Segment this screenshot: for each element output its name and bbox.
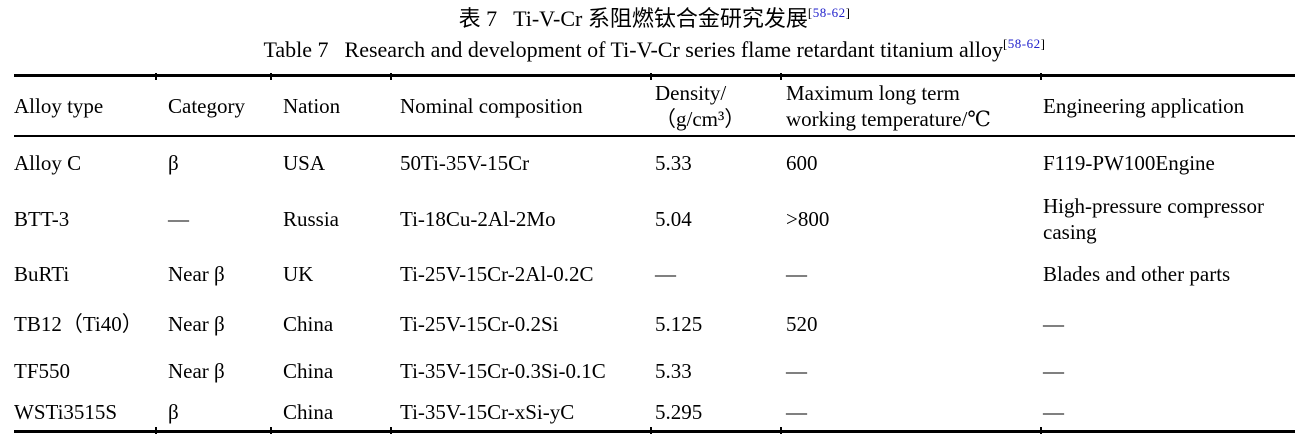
table-row: TB12（Ti40） Near β China Ti-25V-15Cr-0.2S… [14,300,1295,348]
cell-nation: China [283,358,334,383]
column-tick [155,427,157,434]
column-header-density: Density/ （g/cm³） [650,76,780,136]
column-header-alloy-type: Alloy type [14,93,104,118]
column-tick [1040,73,1042,80]
cell-alloy-type: BTT-3 [14,206,70,231]
ref-bracket-open: [ [1002,36,1008,51]
cell-category: β [168,151,179,175]
column-header-density-line1: Density/ [655,80,727,105]
column-tick [780,427,782,434]
cell-nation: USA [283,151,326,175]
cell-max-temperature: 600 [786,151,818,175]
cell-application: F119-PW100Engine [1043,151,1215,175]
citation-reference: [58-62] [808,5,851,20]
cell-alloy-type: BuRTi [14,261,70,286]
table-row: BuRTi Near β UK Ti-25V-15Cr-2Al-0.2C — —… [14,248,1295,300]
cell-density: — [655,261,676,286]
caption-chinese: 表 7 Ti-V-Cr 系阻燃钛合金研究发展[58-62] [0,3,1309,34]
column-header-temp-line1: Maximum long term [786,80,960,105]
cell-category: Near β [168,358,225,383]
column-header-nominal-composition: Nominal composition [400,93,583,118]
ref-bracket-close: ] [845,5,851,20]
caption-english: Table 7 Research and development of Ti-V-… [0,34,1309,65]
column-header-density-line2: （g/cm³） [655,106,746,131]
cell-composition: Ti-25V-15Cr-2Al-0.2C [400,261,594,286]
table-captions: 表 7 Ti-V-Cr 系阻燃钛合金研究发展[58-62] Table 7 Rese… [0,0,1309,65]
ref-numbers: 58-62 [1007,36,1041,51]
cell-application: — [1043,399,1064,424]
cell-application: — [1043,358,1064,383]
header-row: Alloy type Category Nation Nominal compo… [14,76,1295,136]
cell-max-temperature: — [786,261,807,286]
column-tick [390,73,392,80]
cell-max-temperature: >800 [786,206,830,231]
caption-english-text: Research and development of Ti-V-Cr seri… [344,37,1003,62]
table-body: Alloy C β USA 50Ti-35V-15Cr 5.33 600 F11… [14,136,1295,432]
cell-max-temperature: 520 [786,311,818,336]
cell-category: Near β [168,261,225,286]
table-container: Alloy type Category Nation Nominal compo… [14,73,1295,434]
cell-alloy-type: WSTi3515S [14,399,118,424]
table-row: Alloy C β USA 50Ti-35V-15Cr 5.33 600 F11… [14,136,1295,190]
column-tick [270,427,272,434]
column-header-temp-line2: working temperature/℃ [786,106,991,131]
caption-chinese-text: Ti-V-Cr 系阻燃钛合金研究发展 [513,6,808,31]
cell-application: — [1043,311,1064,336]
cell-category: Near β [168,311,225,336]
cell-composition: Ti-35V-15Cr-0.3Si-0.1C [400,358,606,383]
cell-nation: Russia [283,206,340,231]
column-tick [780,73,782,80]
cell-composition: Ti-35V-15Cr-xSi-yC [400,399,575,424]
cell-composition: Ti-25V-15Cr-0.2Si [400,311,559,336]
cell-density: 5.04 [655,206,692,231]
cell-category: β [168,399,179,424]
cell-application: High-pressure compressor casing [1043,193,1265,244]
ref-bracket-close: ] [1040,36,1046,51]
column-tick [155,73,157,80]
cell-max-temperature: — [786,358,807,383]
data-table: Alloy type Category Nation Nominal compo… [14,74,1295,433]
table-row: BTT-3 — Russia Ti-18Cu-2Al-2Mo 5.04 >800… [14,190,1295,248]
caption-english-label: Table 7 [263,37,329,62]
cell-max-temperature: — [786,399,807,424]
column-tick [270,73,272,80]
caption-chinese-label: 表 7 [458,6,498,31]
column-tick [1040,427,1042,434]
column-tick [650,73,652,80]
cell-composition: Ti-18Cu-2Al-2Mo [400,206,556,231]
cell-alloy-type: TF550 [14,358,71,383]
cell-density: 5.33 [655,358,692,383]
table-row: WSTi3515S β China Ti-35V-15Cr-xSi-yC 5.2… [14,394,1295,432]
column-header-engineering-application: Engineering application [1043,93,1245,118]
cell-density: 5.295 [655,399,703,424]
cell-density: 5.33 [655,151,692,175]
ref-numbers: 58-62 [812,5,846,20]
table-header: Alloy type Category Nation Nominal compo… [14,76,1295,136]
column-header-max-working-temperature: Maximum long term working temperature/℃ [780,76,1040,136]
cell-nation: China [283,399,334,424]
column-header-nation: Nation [283,93,341,118]
column-header-category: Category [168,93,245,118]
cell-nation: UK [283,261,314,286]
cell-density: 5.125 [655,311,703,336]
citation-reference: [58-62] [1003,36,1046,51]
cell-alloy-type: TB12（Ti40） [14,311,143,336]
column-tick [390,427,392,434]
cell-composition: 50Ti-35V-15Cr [400,151,530,175]
cell-nation: China [283,311,334,336]
table-row: TF550 Near β China Ti-35V-15Cr-0.3Si-0.1… [14,348,1295,394]
cell-category: — [168,206,189,231]
column-tick [650,427,652,434]
ref-bracket-open: [ [807,5,813,20]
cell-alloy-type: Alloy C [14,151,82,175]
cell-application: Blades and other parts [1043,261,1231,286]
